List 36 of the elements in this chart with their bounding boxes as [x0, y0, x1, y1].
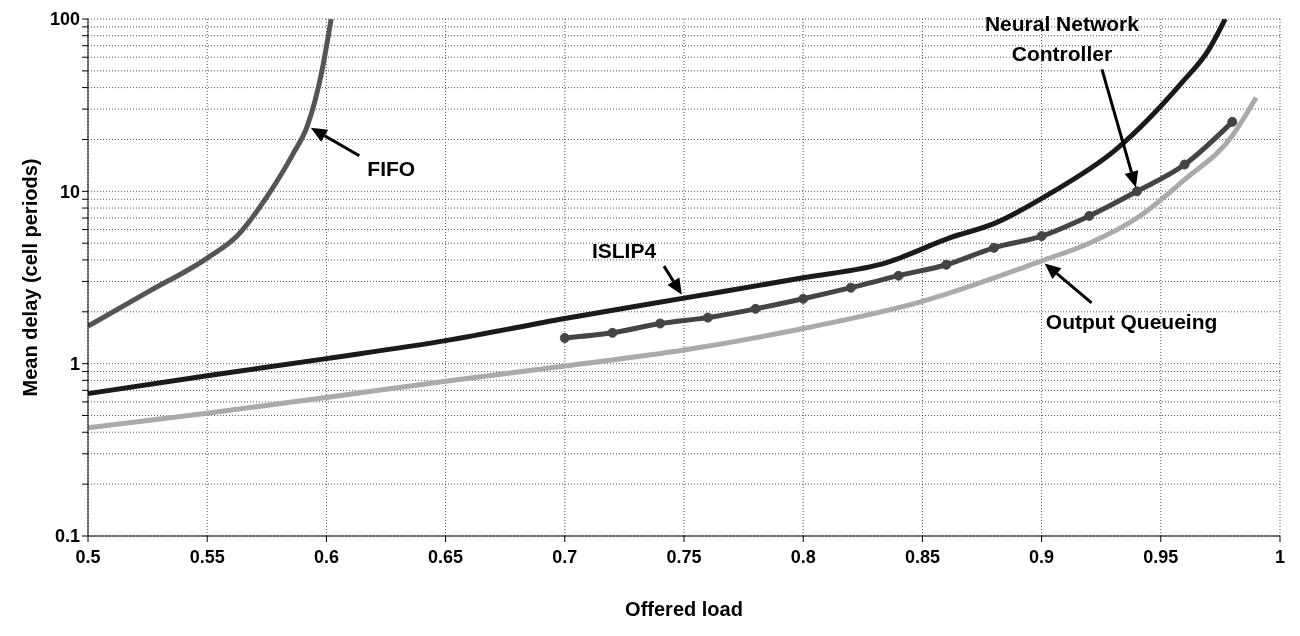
- point: [845, 282, 856, 293]
- point: [1179, 159, 1190, 170]
- series-label: ISLIP4: [591, 239, 657, 263]
- point: [798, 293, 809, 304]
- x-tick-label: 1: [1274, 546, 1286, 567]
- y-tick-label: 100: [49, 9, 80, 30]
- point: [559, 332, 570, 343]
- y-tick-label: 0.1: [54, 526, 80, 547]
- x-tick-label: 0.8: [790, 546, 816, 567]
- text: Output Queueing: [1045, 309, 1218, 333]
- x-tick-label: 0.5: [75, 546, 101, 567]
- y-axis-title: Mean delay (cell periods): [19, 158, 42, 397]
- x-tick-label: 0.65: [428, 546, 464, 567]
- y-tick-label: 1: [69, 354, 80, 375]
- point: [1131, 186, 1142, 197]
- point: [1227, 116, 1238, 127]
- point: [655, 318, 666, 329]
- y-tick-label: 10: [59, 181, 80, 202]
- x-tick-label: 0.95: [1143, 546, 1179, 567]
- text: FIFO: [367, 156, 416, 180]
- point: [941, 259, 952, 270]
- point: [1084, 210, 1095, 221]
- x-axis-title: Offered load: [625, 598, 743, 620]
- x-tick-label: 0.85: [904, 546, 940, 567]
- x-tick-label: 0.9: [1029, 546, 1055, 567]
- x-tick-label: 0.55: [189, 546, 225, 567]
- point: [1036, 231, 1047, 242]
- point: [607, 327, 618, 338]
- point: [702, 312, 713, 323]
- x-tick-label: 0.75: [666, 546, 702, 567]
- point: [988, 242, 999, 253]
- text: Neural Network Controller: [984, 12, 1140, 66]
- x-tick-label: 0.6: [313, 546, 339, 567]
- point: [893, 270, 904, 281]
- point: [750, 303, 761, 314]
- x-tick-label: 0.7: [552, 546, 578, 567]
